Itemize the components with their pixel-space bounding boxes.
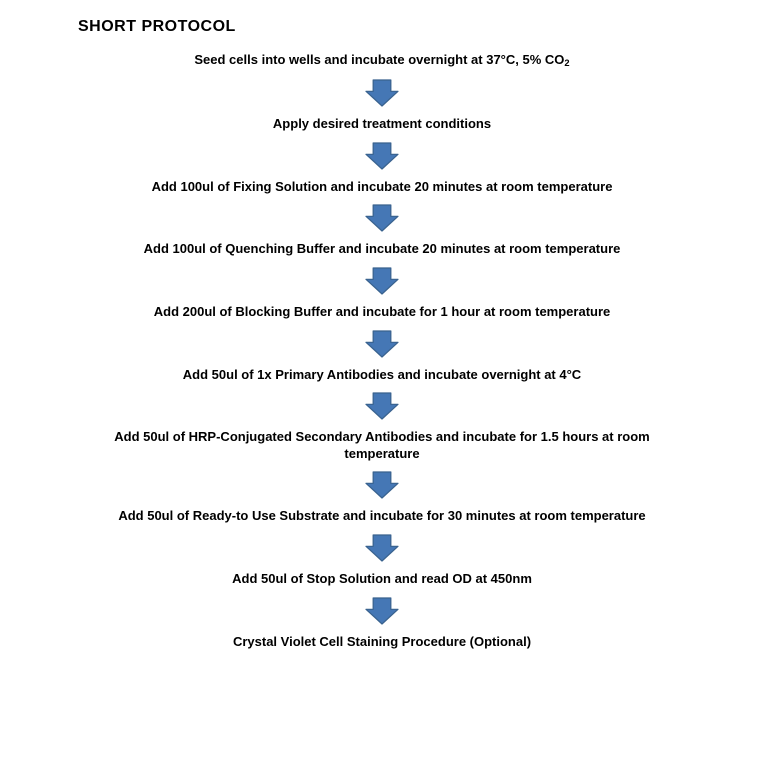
step-text: Crystal Violet Cell Staining Procedure (… [233,634,531,651]
down-arrow-icon [365,534,399,562]
down-arrow-icon [365,392,399,420]
step-text: Add 50ul of Ready-to Use Substrate and i… [118,508,645,525]
step-text: Add 50ul of Stop Solution and read OD at… [232,571,532,588]
protocol-container: SHORT PROTOCOL Seed cells into wells and… [0,0,764,662]
page-title: SHORT PROTOCOL [78,18,704,36]
step-text: Add 50ul of HRP-Conjugated Secondary Ant… [102,429,662,462]
down-arrow-icon [365,142,399,170]
down-arrow-icon [365,267,399,295]
step-text: Apply desired treatment conditions [273,116,491,133]
down-arrow-icon [365,79,399,107]
step-text: Add 200ul of Blocking Buffer and incubat… [154,304,611,321]
step-text: Add 100ul of Fixing Solution and incubat… [152,179,613,196]
step-text: Add 100ul of Quenching Buffer and incuba… [144,241,621,258]
down-arrow-icon [365,330,399,358]
steps-list: Seed cells into wells and incubate overn… [60,52,704,650]
step-text: Seed cells into wells and incubate overn… [194,52,569,70]
down-arrow-icon [365,471,399,499]
step-text: Add 50ul of 1x Primary Antibodies and in… [183,367,581,384]
down-arrow-icon [365,204,399,232]
down-arrow-icon [365,597,399,625]
